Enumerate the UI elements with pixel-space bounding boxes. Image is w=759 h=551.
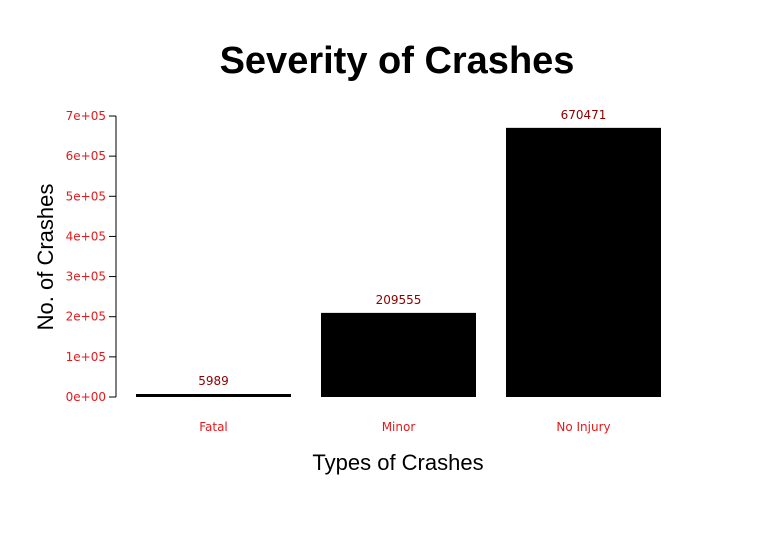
- x-tick-label: Minor: [382, 420, 416, 434]
- x-axis-labels: Fatal Minor No Injury: [199, 420, 610, 434]
- y-axis: 0e+00 1e+05 2e+05 3e+05 4e+05 5e+05 6e+05 7e+05: [66, 109, 117, 404]
- y-tick-label: 0e+00: [66, 390, 106, 404]
- y-tick-label: 5e+05: [66, 189, 106, 203]
- bar: [506, 127, 661, 397]
- bar: [321, 312, 476, 397]
- y-axis-title: No. of Crashes: [33, 184, 58, 331]
- bar-value-label: 670471: [561, 108, 607, 122]
- y-tick-label: 1e+05: [66, 350, 106, 364]
- x-tick-label: Fatal: [199, 420, 228, 434]
- bar-value-label: 5989: [198, 374, 229, 388]
- y-tick-label: 4e+05: [66, 229, 106, 243]
- chart-title: Severity of Crashes: [220, 40, 575, 82]
- bar-value-label: 209555: [376, 293, 422, 307]
- y-tick-label: 7e+05: [66, 109, 106, 123]
- value-labels: 5989 209555 670471: [198, 108, 606, 388]
- bars: [136, 127, 661, 397]
- x-tick-label: No Injury: [556, 420, 610, 434]
- x-axis-title: Types of Crashes: [312, 450, 483, 475]
- y-tick-label: 3e+05: [66, 270, 106, 284]
- y-tick-label: 6e+05: [66, 149, 106, 163]
- y-tick-label: 2e+05: [66, 310, 106, 324]
- bar: [136, 394, 291, 397]
